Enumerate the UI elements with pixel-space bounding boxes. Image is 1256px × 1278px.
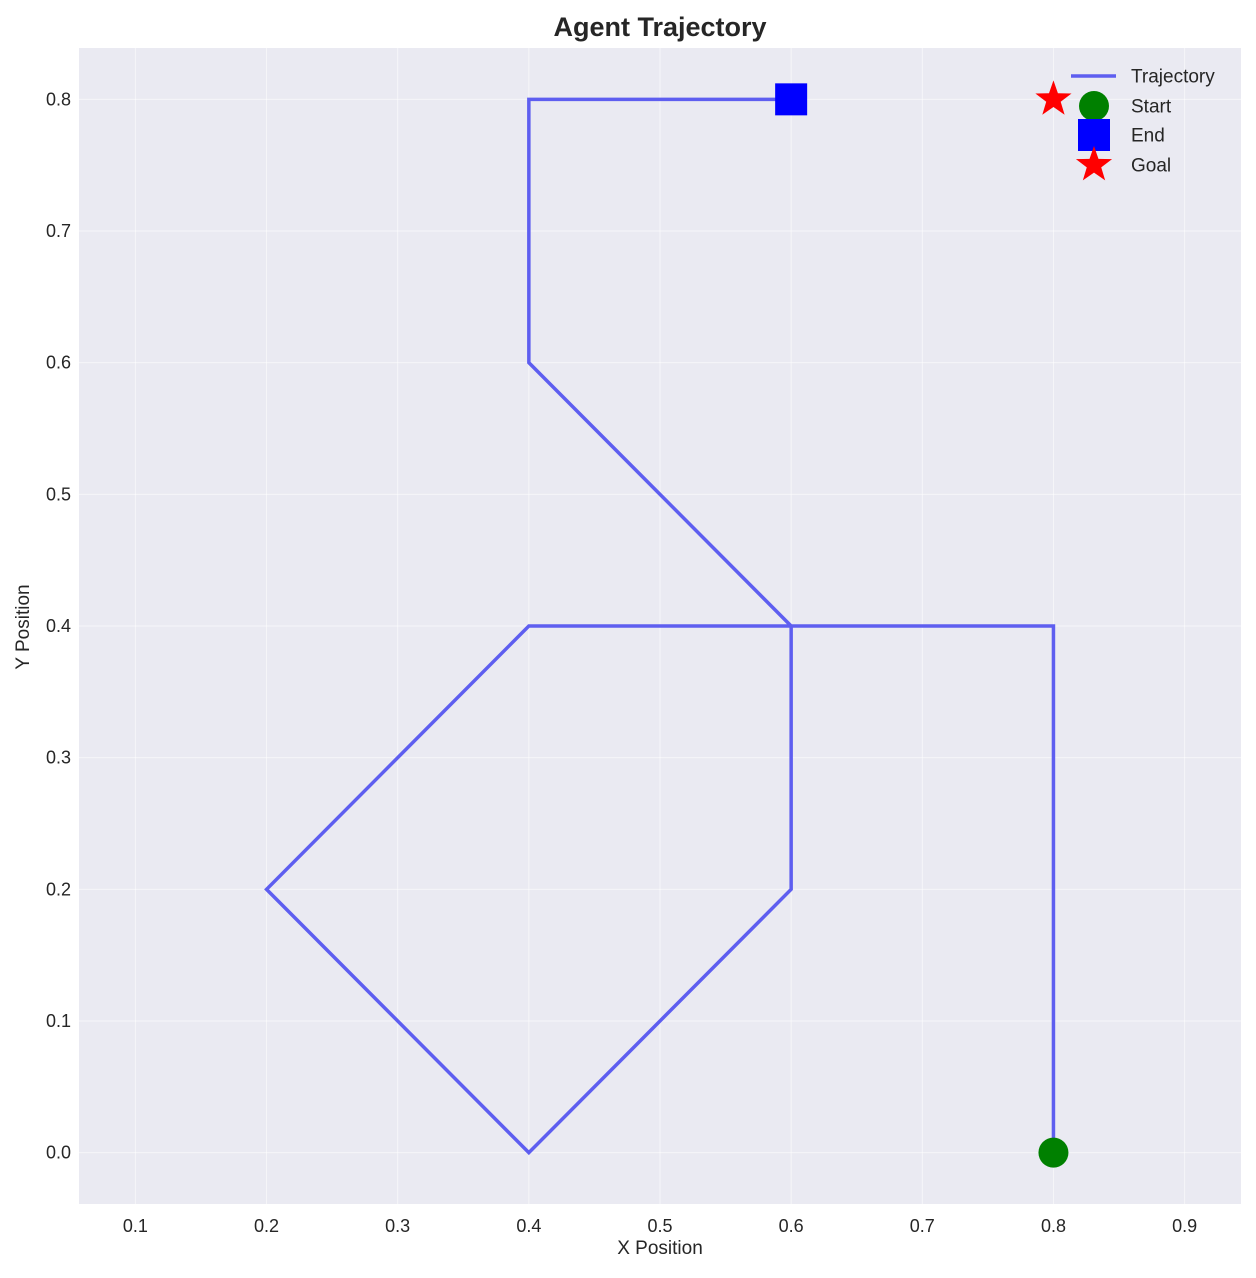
trajectory-line [264, 97, 1056, 1156]
x-axis-ticks: 0.1 0.2 0.3 0.4 0.5 0.6 0.7 0.8 0.9 [123, 1216, 1197, 1236]
legend-trajectory-label: Trajectory [1131, 67, 1215, 88]
legend-start-swatch [1079, 91, 1109, 121]
y-tick-label: 0.5 [46, 484, 71, 504]
y-tick-label: 0.8 [46, 89, 71, 109]
x-tick-label: 0.8 [1041, 1216, 1066, 1236]
legend-end-label: End [1131, 126, 1165, 147]
x-tick-label: 0.4 [516, 1216, 541, 1236]
x-tick-label: 0.3 [385, 1216, 410, 1236]
legend-goal-swatch [1075, 146, 1113, 181]
x-tick-label: 0.6 [779, 1216, 804, 1236]
y-axis-ticks: 0.0 0.1 0.2 0.3 0.4 0.5 0.6 0.7 0.8 [46, 89, 71, 1162]
y-tick-label: 0.6 [46, 353, 71, 373]
x-tick-label: 0.7 [910, 1216, 935, 1236]
x-tick-label: 0.1 [123, 1216, 148, 1236]
x-tick-label: 0.2 [254, 1216, 279, 1236]
start-marker [1038, 1137, 1069, 1168]
y-tick-label: 0.7 [46, 221, 71, 241]
legend-start-label: Start [1131, 97, 1172, 118]
y-tick-label: 0.3 [46, 748, 71, 768]
y-tick-label: 0.4 [46, 616, 71, 636]
legend: Trajectory Start End Goal [1071, 67, 1215, 181]
end-marker [775, 83, 808, 116]
series-layer [264, 80, 1072, 1168]
legend-end-swatch [1078, 119, 1110, 151]
x-tick-label: 0.9 [1172, 1216, 1197, 1236]
goal-marker [1035, 80, 1072, 115]
x-tick-label: 0.5 [647, 1216, 672, 1236]
legend-goal-label: Goal [1131, 156, 1171, 177]
y-tick-label: 0.1 [46, 1011, 71, 1031]
y-tick-label: 0.2 [46, 879, 71, 899]
y-axis-label: Y Position [13, 584, 34, 669]
x-axis-label: X Position [617, 1238, 703, 1259]
chart-title: Agent Trajectory [553, 12, 766, 42]
y-tick-label: 0.0 [46, 1143, 71, 1163]
